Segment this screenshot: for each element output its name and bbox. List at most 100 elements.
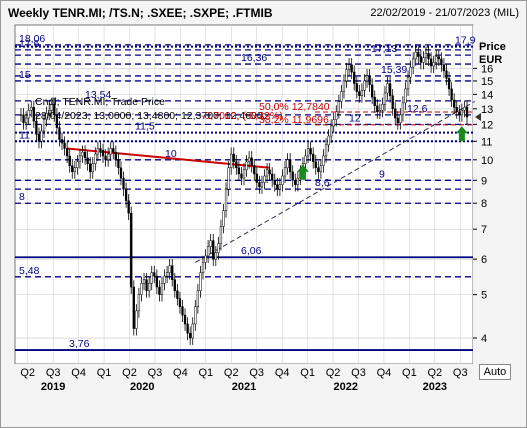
up-arrow-icon: [296, 164, 309, 180]
candle: [363, 80, 366, 91]
candle: [219, 226, 223, 244]
candle: [153, 272, 156, 277]
candle: [414, 51, 417, 60]
candle: [260, 182, 264, 188]
y-tick-label: 10: [481, 155, 493, 167]
candle: [89, 163, 92, 173]
candle: [406, 76, 410, 90]
fibonacci-label: 38,2% 11,9696: [259, 114, 329, 126]
candle: [271, 173, 274, 181]
candle: [319, 165, 323, 173]
level-label: 10: [165, 148, 177, 160]
candle: [378, 110, 382, 113]
candle: [122, 177, 125, 190]
candle: [435, 56, 438, 63]
candle: [306, 148, 310, 157]
candle: [286, 159, 289, 169]
candle: [242, 169, 246, 179]
x-quarter-label: Q3: [46, 367, 61, 379]
candle: [171, 265, 174, 280]
candle: [253, 165, 256, 175]
candle: [409, 66, 412, 78]
candle: [148, 283, 151, 292]
chart-title: Weekly TENR.MI; /TS.N; .SXEE; .SXPE; .FT…: [8, 6, 273, 20]
candle: [150, 272, 153, 284]
candle: [258, 182, 261, 188]
candle: [447, 78, 451, 90]
y-tick-label: 7: [481, 224, 487, 236]
candle: [142, 279, 146, 284]
candle: [132, 286, 135, 329]
candle: [429, 58, 433, 67]
candle: [388, 83, 392, 97]
info-label: Cndl; TENR.MI; Trade Price: [35, 96, 165, 108]
y-tick-label: 9: [481, 175, 487, 187]
candle: [227, 167, 230, 190]
candle: [276, 184, 279, 190]
candle: [365, 75, 369, 82]
candle: [155, 275, 159, 288]
candle: [371, 84, 374, 98]
candle: [465, 107, 469, 118]
candle: [381, 104, 384, 111]
candle: [230, 153, 233, 169]
candle: [78, 155, 82, 163]
candle: [83, 151, 87, 159]
x-quarter-label: Q2: [122, 367, 137, 379]
candle: [347, 64, 351, 70]
candle: [437, 56, 440, 60]
candle: [329, 125, 333, 137]
candle: [158, 286, 161, 295]
candle: [450, 88, 453, 101]
candle: [250, 157, 253, 166]
level-label: 15,39: [381, 64, 407, 76]
candle: [86, 157, 89, 164]
candle: [442, 64, 446, 72]
level-label: 9: [379, 168, 385, 180]
x-quarter-label: Q3: [249, 367, 264, 379]
candle: [50, 104, 53, 111]
candle: [317, 167, 320, 173]
y-tick-label: 11: [481, 136, 492, 148]
candle: [37, 134, 41, 142]
candle: [314, 161, 317, 169]
candle: [209, 240, 212, 247]
y-tick-label: 12: [481, 119, 493, 131]
candle: [342, 80, 346, 92]
candle: [124, 188, 128, 202]
level-label: 12,6: [407, 103, 428, 115]
candle: [312, 153, 315, 163]
candle: [288, 159, 292, 173]
y-axis-unit: EUR: [479, 54, 502, 66]
candle: [106, 153, 110, 161]
candle: [27, 110, 30, 119]
candle: [199, 272, 202, 292]
candle: [358, 91, 361, 97]
candle: [340, 91, 343, 102]
candle: [19, 114, 23, 116]
candle: [222, 210, 225, 227]
x-quarter-label: Q3: [351, 367, 366, 379]
x-year-label: 2019: [41, 381, 65, 393]
candle: [440, 58, 443, 66]
candle: [212, 240, 215, 260]
auto-scale-button[interactable]: Auto: [479, 364, 511, 380]
candle: [112, 148, 115, 153]
candle: [232, 153, 235, 163]
candle: [304, 155, 307, 164]
x-quarter-label: Q2: [326, 367, 341, 379]
ohlc-change: -0,7000; (-5,32%): [201, 110, 283, 122]
x-quarter-label: Q3: [453, 367, 468, 379]
candle: [283, 167, 287, 177]
candle: [65, 148, 69, 157]
candle: [191, 323, 194, 339]
candle: [137, 294, 141, 312]
level-label: 8: [19, 191, 25, 203]
level-label: 15: [19, 69, 31, 81]
candle: [376, 105, 379, 113]
candle: [327, 135, 330, 146]
candle: [73, 167, 76, 173]
candle: [40, 130, 43, 142]
x-quarter-label: Q1: [198, 367, 213, 379]
